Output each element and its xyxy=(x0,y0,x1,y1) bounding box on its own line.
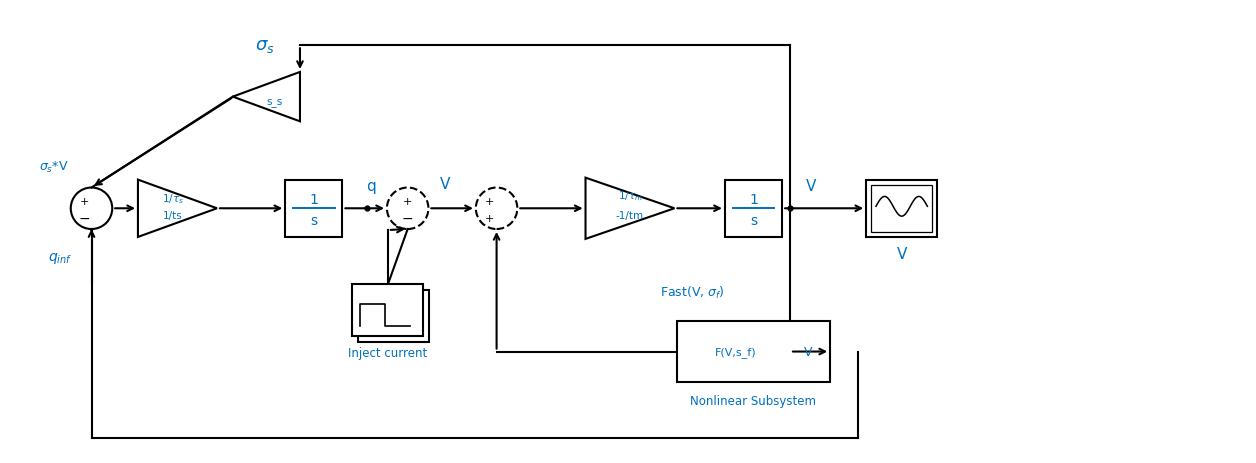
Text: +: + xyxy=(485,197,495,207)
Text: V: V xyxy=(440,177,451,192)
Text: +: + xyxy=(403,197,412,207)
Text: s: s xyxy=(750,213,757,228)
Text: -1/tm: -1/tm xyxy=(615,211,644,221)
Text: $1/\tau_m$: $1/\tau_m$ xyxy=(618,189,642,203)
Text: 1/ts: 1/ts xyxy=(162,211,182,221)
Text: $q_{inf}$: $q_{inf}$ xyxy=(48,250,72,266)
FancyBboxPatch shape xyxy=(677,321,830,382)
Text: Nonlinear Subsystem: Nonlinear Subsystem xyxy=(691,394,816,407)
FancyBboxPatch shape xyxy=(872,185,932,232)
Text: F(V,s_f): F(V,s_f) xyxy=(715,346,756,357)
Text: +: + xyxy=(485,214,495,224)
FancyBboxPatch shape xyxy=(285,180,343,238)
Text: q: q xyxy=(367,179,376,194)
Text: −: − xyxy=(402,212,413,225)
Text: V: V xyxy=(805,179,816,194)
Text: Inject current: Inject current xyxy=(348,346,427,359)
Text: $\sigma_s$: $\sigma_s$ xyxy=(255,37,274,55)
FancyBboxPatch shape xyxy=(358,291,430,342)
Text: V: V xyxy=(804,345,813,358)
Text: 1: 1 xyxy=(749,193,757,207)
FancyBboxPatch shape xyxy=(353,285,423,336)
Text: $1/\tau_s$: $1/\tau_s$ xyxy=(162,192,183,206)
Text: s: s xyxy=(310,213,318,228)
Text: −: − xyxy=(79,212,90,225)
Text: Fast(V, $\sigma_f$): Fast(V, $\sigma_f$) xyxy=(659,285,725,300)
Text: V: V xyxy=(897,247,907,262)
Text: +: + xyxy=(80,197,89,207)
Text: 1: 1 xyxy=(309,193,318,207)
Text: $\sigma_s$*V: $\sigma_s$*V xyxy=(39,160,69,175)
FancyBboxPatch shape xyxy=(867,180,937,238)
Text: s_s: s_s xyxy=(266,96,283,106)
FancyBboxPatch shape xyxy=(725,180,782,238)
